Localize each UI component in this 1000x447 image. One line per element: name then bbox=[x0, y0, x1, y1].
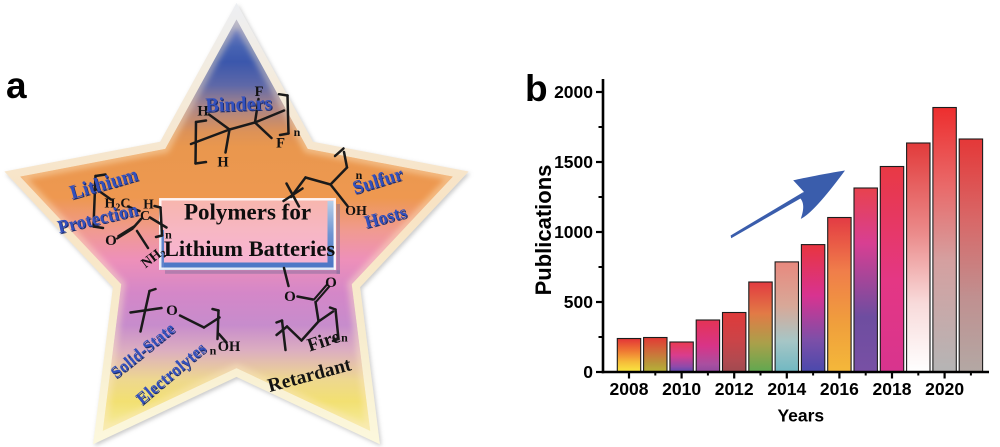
svg-text:2008: 2008 bbox=[610, 379, 649, 399]
svg-text:2000: 2000 bbox=[554, 82, 593, 102]
svg-text:1000: 1000 bbox=[554, 222, 593, 242]
svg-text:2016: 2016 bbox=[820, 379, 859, 399]
svg-text:2010: 2010 bbox=[662, 379, 701, 399]
svg-text:O: O bbox=[325, 275, 337, 291]
svg-text:H: H bbox=[197, 104, 209, 120]
svg-text:n: n bbox=[210, 344, 217, 358]
svg-text:500: 500 bbox=[564, 292, 593, 312]
svg-text:2018: 2018 bbox=[873, 379, 912, 399]
svg-text:F: F bbox=[276, 136, 285, 152]
svg-text:H: H bbox=[217, 155, 229, 171]
svg-text:H2C: H2C bbox=[104, 197, 130, 214]
svg-text:Polymers for: Polymers for bbox=[184, 200, 311, 225]
svg-text:n: n bbox=[341, 331, 348, 345]
svg-text:2020: 2020 bbox=[925, 379, 964, 399]
svg-text:n: n bbox=[356, 168, 363, 182]
svg-text:Binders: Binders bbox=[205, 92, 273, 116]
svg-text:F: F bbox=[255, 84, 264, 100]
svg-text:Binders: Binders bbox=[206, 94, 274, 118]
svg-text:Years: Years bbox=[777, 406, 824, 426]
svg-text:OH: OH bbox=[345, 204, 367, 219]
svg-text:n: n bbox=[165, 228, 172, 242]
svg-text:2012: 2012 bbox=[715, 379, 754, 399]
svg-text:O: O bbox=[166, 303, 178, 319]
svg-text:1500: 1500 bbox=[554, 152, 593, 172]
svg-text:0: 0 bbox=[583, 362, 593, 382]
svg-text:Lithium Batteries: Lithium Batteries bbox=[164, 236, 336, 261]
svg-text:O: O bbox=[284, 289, 296, 305]
svg-text:H: H bbox=[143, 197, 154, 212]
svg-text:Publications: Publications bbox=[531, 165, 556, 296]
svg-text:OH: OH bbox=[218, 339, 241, 355]
svg-text:2014: 2014 bbox=[767, 379, 806, 399]
svg-text:O: O bbox=[105, 233, 117, 249]
svg-text:n: n bbox=[294, 125, 301, 139]
svg-text:C: C bbox=[140, 209, 150, 224]
